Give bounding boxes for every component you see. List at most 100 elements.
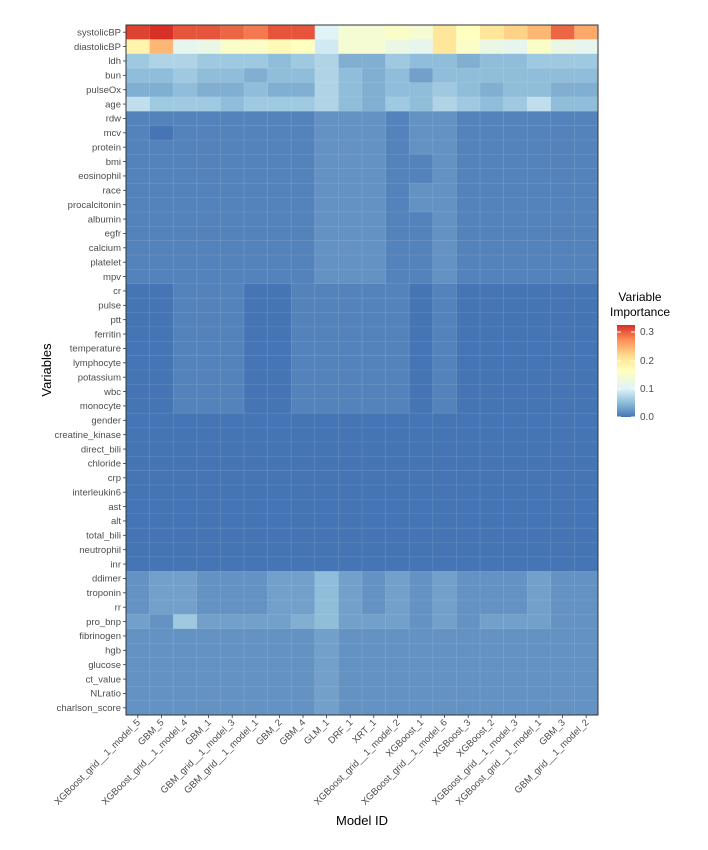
heatmap-cell	[385, 283, 410, 299]
heatmap-cell	[385, 614, 410, 630]
heatmap-cell	[149, 283, 174, 299]
heatmap-cell	[456, 456, 481, 471]
heatmap-cell	[338, 111, 363, 126]
heatmap-cell	[291, 571, 316, 586]
heatmap-cell	[173, 53, 198, 69]
y-tick-label: pulseOx	[86, 85, 121, 96]
heatmap-cell	[244, 485, 268, 500]
heatmap-cell	[314, 140, 339, 155]
heatmap-cell	[220, 600, 245, 615]
heatmap-cell	[149, 355, 174, 371]
heatmap-cell	[126, 355, 150, 371]
heatmap-cell	[527, 39, 552, 55]
heatmap-cell	[385, 183, 410, 198]
heatmap-cell	[409, 211, 434, 227]
heatmap-cell	[173, 513, 198, 529]
heatmap-cell	[409, 240, 434, 256]
heatmap-cell	[362, 671, 386, 687]
heatmap-cell	[527, 283, 552, 299]
y-tick-label: total_bili	[86, 531, 121, 542]
color-legend: Variable Importance 0.3 0.2 0.1 0.0	[610, 290, 670, 423]
heatmap-cell	[267, 298, 292, 313]
heatmap-cell	[314, 255, 339, 270]
heatmap-cell	[385, 140, 410, 155]
heatmap-cell	[196, 226, 221, 241]
heatmap-cell	[409, 542, 434, 558]
heatmap-cell	[244, 183, 268, 198]
heatmap-cell	[244, 470, 268, 486]
heatmap-cell	[314, 657, 339, 673]
heatmap-cell	[220, 183, 245, 198]
heatmap-cell	[291, 585, 316, 601]
heatmap-cell	[574, 657, 599, 673]
heatmap-cell	[173, 485, 198, 500]
heatmap-cell	[338, 542, 363, 558]
heatmap-cell	[244, 39, 268, 55]
heatmap-cell	[314, 528, 339, 543]
heatmap-cell	[173, 571, 198, 586]
heatmap-cell	[220, 384, 245, 400]
heatmap-cell	[480, 53, 504, 69]
heatmap-cell	[149, 571, 174, 586]
y-tick-label: ddimer	[92, 574, 121, 585]
heatmap-cell	[574, 413, 599, 428]
heatmap-cell	[173, 456, 198, 471]
heatmap-cell	[267, 671, 292, 687]
heatmap-cell	[362, 427, 386, 443]
heatmap-cell	[267, 255, 292, 270]
heatmap-cell	[149, 499, 174, 515]
y-tick-label: age	[105, 99, 121, 110]
heatmap-cell	[503, 427, 528, 443]
heatmap-cell	[574, 283, 599, 299]
heatmap-cell	[267, 398, 292, 414]
heatmap-cell	[574, 269, 599, 285]
heatmap-cell	[314, 154, 339, 170]
heatmap-cell	[456, 111, 481, 126]
heatmap-cell	[503, 671, 528, 687]
y-tick-label: ct_value	[86, 674, 121, 685]
heatmap-cell	[432, 96, 457, 112]
heatmap-cell	[338, 183, 363, 198]
heatmap-cell	[173, 700, 198, 716]
heatmap-cell	[503, 499, 528, 515]
heatmap-cell	[432, 283, 457, 299]
heatmap-cell	[480, 355, 504, 371]
heatmap-cell	[314, 556, 339, 572]
heatmap-cell	[196, 197, 221, 213]
heatmap-cell	[149, 485, 174, 500]
heatmap-cell	[196, 240, 221, 256]
heatmap-cell	[173, 226, 198, 241]
heatmap-cell	[362, 312, 386, 328]
heatmap-cell	[244, 671, 268, 687]
heatmap-cell	[503, 226, 528, 241]
heatmap-cell	[550, 326, 575, 342]
heatmap-cell	[126, 671, 150, 687]
heatmap-cell	[527, 355, 552, 371]
heatmap-cell	[291, 269, 316, 285]
heatmap-cell	[196, 384, 221, 400]
heatmap-cell	[456, 413, 481, 428]
heatmap-cell	[385, 686, 410, 701]
heatmap-cell	[267, 355, 292, 371]
heatmap-cell	[126, 499, 150, 515]
heatmap-cell	[432, 326, 457, 342]
heatmap-cell	[220, 686, 245, 701]
heatmap-cell	[409, 111, 434, 126]
heatmap-cell	[480, 556, 504, 572]
heatmap-cell	[244, 140, 268, 155]
heatmap-cell	[409, 53, 434, 69]
heatmap-cell	[409, 528, 434, 543]
heatmap-cell	[409, 513, 434, 529]
heatmap-cell	[480, 154, 504, 170]
heatmap-cell	[220, 355, 245, 371]
heatmap-cell	[196, 154, 221, 170]
heatmap-cell	[244, 96, 268, 112]
heatmap-cell	[503, 96, 528, 112]
heatmap-cell	[244, 413, 268, 428]
heatmap-cell	[550, 255, 575, 270]
heatmap-cell	[574, 384, 599, 400]
heatmap-cell	[244, 355, 268, 371]
heatmap-cell	[456, 585, 481, 601]
heatmap-cell	[338, 96, 363, 112]
heatmap-cell	[456, 82, 481, 98]
